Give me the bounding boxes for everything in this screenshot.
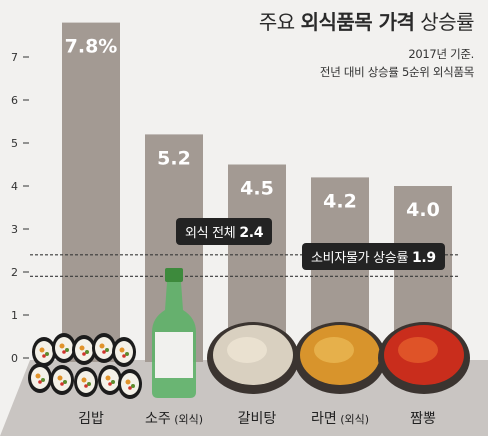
bowl-topping: [314, 337, 354, 363]
bar-value-label: 4.2: [323, 190, 357, 212]
gimbap-filling: [42, 354, 46, 358]
gimbap-filling: [60, 382, 64, 386]
gimbap-filling: [82, 352, 86, 356]
x-category-label: 소주 (외식): [145, 411, 203, 427]
gimbap-filling: [87, 382, 91, 386]
bowl-topping: [227, 337, 267, 363]
bar-value-label: 7.8%: [65, 36, 118, 58]
gimbap-filling: [119, 347, 125, 353]
gimbap-filling: [111, 380, 115, 384]
bar: [62, 22, 120, 362]
callout-cpi-label: 소비자물가 상승률: [311, 251, 409, 266]
gimbap-rice: [115, 341, 133, 363]
gimbap-rice: [75, 339, 93, 361]
gimbap-filling: [39, 347, 45, 353]
gimbap-rice: [101, 369, 119, 391]
x-category-label: 짬뽕: [410, 411, 436, 427]
soju-bottle-icon: [152, 268, 196, 398]
gimbap-filling: [45, 352, 49, 356]
title-part-1: 주요: [258, 10, 301, 34]
y-tick-label: 4: [11, 180, 18, 193]
gimbap-rice: [35, 341, 53, 363]
gimbap-filling: [102, 350, 106, 354]
y-tick-label: 3: [11, 223, 18, 236]
y-tick-label: 1: [11, 309, 18, 322]
title-part-2: 상승률: [414, 10, 474, 34]
gimbap-rice: [53, 369, 71, 391]
x-category-note: (외식): [171, 413, 203, 426]
gimbap-filling: [35, 373, 41, 379]
gimbap-filling: [41, 378, 45, 382]
x-category-label: 갈비탕: [238, 411, 277, 427]
bar-value-label: 4.5: [240, 178, 274, 200]
gimbap-filling: [131, 384, 135, 388]
gimbap-filling: [99, 343, 105, 349]
bar-value-label: 4.0: [406, 199, 440, 221]
gimbap-filling: [105, 348, 109, 352]
gimbap-rice: [121, 373, 139, 395]
jjamppong-bowl-icon: [378, 322, 470, 394]
callout-cpi-value: 1.9: [411, 250, 436, 266]
gimbap-filling: [65, 348, 69, 352]
x-category-note: (외식): [337, 413, 369, 426]
callout-dining-value: 2.4: [239, 225, 264, 241]
gimbap-icon: [28, 333, 142, 399]
bottle-cap: [165, 268, 183, 282]
gimbap-filling: [38, 380, 42, 384]
x-category-label: 라면 (외식): [311, 411, 369, 427]
subtitle-desc: 전년 대비 상승률 5순위 외식품목: [319, 65, 474, 79]
ramen-bowl-icon: [294, 322, 386, 394]
bottle-label: [155, 332, 193, 378]
callout-cpi: 소비자물가 상승률 1.9: [302, 243, 445, 270]
gimbap-filling: [57, 375, 63, 381]
galbitang-bowl-icon: [207, 322, 299, 394]
gimbap-rice: [55, 337, 73, 359]
y-tick-label: 0: [11, 352, 18, 365]
gimbap-filling: [125, 379, 131, 385]
title-part-bold: 외식품목 가격: [300, 10, 415, 34]
gimbap-filling: [63, 380, 67, 384]
gimbap-filling: [108, 382, 112, 386]
gimbap-filling: [128, 386, 132, 390]
chart-title: 주요 외식품목 가격 상승률: [258, 6, 475, 35]
gimbap-filling: [62, 350, 66, 354]
gimbap-rice: [77, 371, 95, 393]
gimbap-filling: [84, 384, 88, 388]
gimbap-filling: [105, 375, 111, 381]
gimbap-filling: [81, 377, 87, 383]
gimbap-filling: [79, 345, 85, 351]
gimbap-filling: [59, 343, 65, 349]
gimbap-rice: [95, 337, 113, 359]
callout-dining-label: 외식 전체: [185, 226, 236, 241]
callout-dining-overall: 외식 전체 2.4: [176, 218, 273, 245]
subtitle-year: 2017년 기준.: [408, 47, 474, 61]
gimbap-filling: [125, 352, 129, 356]
gimbap-filling: [85, 350, 89, 354]
y-tick-label: 5: [11, 137, 18, 150]
gimbap-filling: [122, 354, 126, 358]
x-category-label: 김밥: [78, 411, 104, 427]
bar-value-label: 5.2: [157, 147, 191, 169]
y-tick-label: 2: [11, 266, 18, 279]
y-tick-label: 7: [11, 51, 18, 64]
y-tick-label: 6: [11, 94, 18, 107]
bowl-topping: [398, 337, 438, 363]
gimbap-rice: [31, 367, 49, 389]
